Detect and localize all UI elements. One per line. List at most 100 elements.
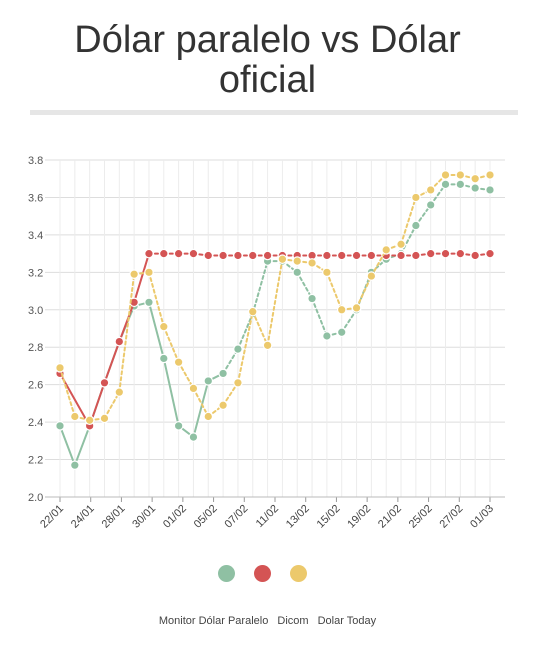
data-point-1 bbox=[99, 377, 110, 388]
series-segment-2 bbox=[222, 381, 239, 407]
x-tick-label: 30/01 bbox=[130, 503, 158, 531]
data-point-0 bbox=[411, 220, 421, 231]
legend-dot-dicom[interactable] bbox=[254, 565, 271, 582]
data-point-2 bbox=[99, 413, 110, 424]
data-point-1 bbox=[114, 336, 125, 347]
series-segment-2 bbox=[103, 391, 121, 420]
data-point-0 bbox=[455, 179, 466, 190]
data-point-2 bbox=[277, 254, 288, 265]
series-segment-0 bbox=[147, 301, 165, 360]
legend-dot-monitor[interactable] bbox=[218, 565, 235, 582]
x-tick-label: 15/02 bbox=[315, 503, 343, 531]
series-segment-2 bbox=[355, 275, 373, 309]
x-tick-label: 27/02 bbox=[437, 503, 465, 531]
series-segment-2 bbox=[59, 366, 76, 418]
x-tick-label: 19/02 bbox=[345, 503, 373, 531]
x-tick-label: 11/02 bbox=[254, 503, 281, 530]
data-point-2 bbox=[247, 306, 258, 317]
x-tick-label: 22/01 bbox=[38, 503, 66, 531]
data-point-1 bbox=[470, 250, 480, 261]
y-tick-label: 3.4 bbox=[28, 230, 43, 242]
x-tick-label: 21/02 bbox=[376, 503, 404, 531]
data-point-0 bbox=[233, 344, 243, 354]
series-segment-0 bbox=[251, 260, 269, 315]
series-segment-2 bbox=[177, 361, 195, 390]
data-point-2 bbox=[70, 411, 80, 422]
data-point-1 bbox=[396, 250, 406, 261]
series-segment-2 bbox=[118, 273, 136, 394]
data-point-1 bbox=[425, 248, 436, 259]
x-tick-label: 13/02 bbox=[284, 503, 312, 531]
data-point-2 bbox=[292, 256, 303, 266]
x-tick-label: 01/02 bbox=[161, 503, 189, 531]
data-point-2 bbox=[455, 170, 466, 180]
series-segment-2 bbox=[400, 196, 417, 246]
data-point-0 bbox=[188, 432, 199, 442]
data-point-2 bbox=[322, 267, 332, 278]
data-point-0 bbox=[425, 200, 436, 210]
y-tick-label: 2.6 bbox=[28, 380, 43, 392]
y-tick-label: 2.0 bbox=[28, 492, 43, 504]
data-point-2 bbox=[440, 170, 451, 180]
data-point-0 bbox=[158, 353, 169, 364]
series-segment-0 bbox=[192, 379, 210, 439]
data-point-2 bbox=[262, 340, 273, 351]
legend-label-dolar-today[interactable]: Dolar Today bbox=[317, 615, 377, 627]
data-point-1 bbox=[218, 250, 228, 261]
data-point-2 bbox=[129, 269, 139, 280]
legend-label-dicom[interactable]: Dicom bbox=[277, 615, 309, 627]
data-point-1 bbox=[144, 248, 154, 259]
y-tick-label: 3.6 bbox=[28, 192, 43, 204]
legend-dot-dolar-today[interactable] bbox=[290, 565, 307, 582]
data-point-2 bbox=[336, 304, 347, 315]
legend-markers bbox=[0, 560, 535, 590]
series-segment-0 bbox=[73, 424, 91, 467]
data-point-0 bbox=[292, 267, 303, 278]
series-segment-2 bbox=[251, 310, 269, 347]
data-point-1 bbox=[411, 250, 421, 261]
series-segment-0 bbox=[311, 297, 328, 337]
data-point-0 bbox=[307, 293, 317, 304]
data-point-1 bbox=[188, 248, 199, 259]
data-point-2 bbox=[351, 303, 362, 313]
x-tick-label: 28/01 bbox=[100, 503, 128, 531]
data-point-2 bbox=[173, 357, 184, 367]
series-segment-1 bbox=[133, 252, 150, 304]
series-segment-0 bbox=[296, 271, 314, 300]
data-point-0 bbox=[203, 376, 214, 386]
series-segment-2 bbox=[236, 310, 254, 384]
data-point-2 bbox=[218, 400, 228, 411]
data-point-2 bbox=[411, 192, 421, 203]
data-point-0 bbox=[218, 368, 228, 379]
data-point-1 bbox=[366, 250, 377, 261]
x-tick-label: 05/02 bbox=[192, 503, 220, 531]
data-point-2 bbox=[144, 267, 154, 278]
series-segment-0 bbox=[340, 308, 358, 334]
data-point-0 bbox=[322, 331, 332, 341]
data-point-2 bbox=[396, 239, 406, 250]
data-point-2 bbox=[84, 415, 95, 426]
data-point-1 bbox=[322, 250, 332, 261]
data-point-1 bbox=[262, 250, 273, 261]
data-point-0 bbox=[440, 179, 451, 190]
data-point-1 bbox=[247, 250, 258, 261]
data-point-2 bbox=[381, 245, 392, 255]
series-segment-2 bbox=[162, 325, 180, 364]
y-tick-label: 3.0 bbox=[28, 305, 43, 317]
series-segment-0 bbox=[236, 312, 254, 351]
legend-label-monitor[interactable]: Monitor Dólar Paralelo bbox=[158, 615, 269, 627]
data-point-0 bbox=[55, 421, 65, 431]
x-tick-label: 24/01 bbox=[69, 503, 97, 531]
data-point-1 bbox=[203, 250, 214, 261]
data-point-2 bbox=[114, 387, 125, 397]
series-segment-2 bbox=[147, 271, 165, 328]
chart-title: Dólar paralelo vs Dólar oficial bbox=[0, 20, 535, 100]
data-point-2 bbox=[188, 383, 199, 394]
line-chart: 2.0 2.2 2.4 2.6 2.8 3.0 3.2 3.4 3.6 3.8 22/01 24/01… bbox=[28, 155, 505, 531]
data-point-0 bbox=[70, 460, 80, 470]
x-tick-label: 01/03 bbox=[468, 503, 496, 531]
data-point-1 bbox=[351, 250, 362, 261]
data-point-0 bbox=[485, 185, 495, 195]
data-point-0 bbox=[144, 297, 154, 308]
series-segment-2 bbox=[325, 271, 343, 311]
